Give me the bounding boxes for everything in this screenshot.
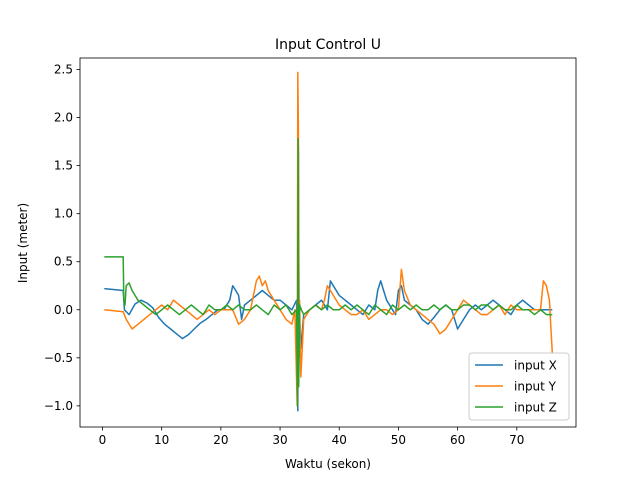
legend-box (468, 352, 570, 421)
x-tick-label: 20 (213, 433, 228, 447)
y-axis-label: Input (meter) (16, 203, 30, 283)
legend: input X input Y input Z (468, 352, 570, 421)
x-axis-label: Waktu (sekon) (285, 457, 371, 471)
x-tick-label: 40 (332, 433, 347, 447)
y-tick-label: 0.0 (54, 303, 73, 317)
y-tick-label: 2.0 (54, 111, 73, 125)
plot-frame (79, 57, 577, 428)
series-line-input-x (104, 145, 553, 412)
legend-label: input Z (514, 401, 557, 415)
legend-label: input Y (514, 380, 557, 394)
legend-label: input X (514, 359, 557, 373)
y-tick-label: 0.5 (54, 255, 73, 269)
x-tick-label: 0 (99, 433, 107, 447)
series-line-input-z (104, 137, 553, 407)
y-tick-label: −1.0 (44, 399, 73, 413)
x-tick-label: 50 (391, 433, 406, 447)
x-tick-label: 70 (509, 433, 524, 447)
y-tick-label: 1.5 (54, 159, 73, 173)
chart-title: Input Control U (275, 37, 381, 53)
y-tick-label: −0.5 (44, 351, 73, 365)
x-tick-label: 30 (272, 433, 287, 447)
y-tick-label: 1.0 (54, 207, 73, 221)
x-tick-label: 10 (154, 433, 169, 447)
x-tick-label: 60 (450, 433, 465, 447)
y-axis: −1.0 −0.5 0.0 0.5 1.0 1.5 2.0 2.5 (44, 63, 80, 413)
x-axis: 0 10 20 30 40 50 60 70 (99, 427, 524, 447)
series-layer (104, 71, 554, 412)
y-tick-label: 2.5 (54, 63, 73, 77)
